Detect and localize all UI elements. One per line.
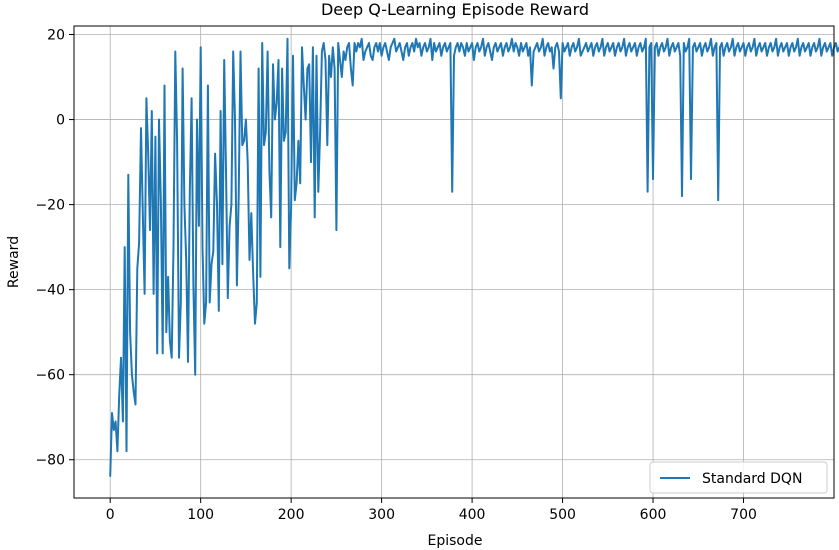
x-tick-label: 0 <box>106 507 115 523</box>
series-line-standard-dqn <box>109 37 839 477</box>
chart-title: Deep Q-Learning Episode Reward <box>321 0 589 19</box>
x-tick-label: 600 <box>640 507 667 523</box>
y-tick-label: −60 <box>35 368 65 384</box>
y-tick-label: 0 <box>56 113 65 129</box>
plot-frame <box>73 25 835 499</box>
y-axis-ticks: −80 −60 −40 −20 0 20 <box>35 28 74 469</box>
y-tick-label: −80 <box>35 453 65 469</box>
y-tick-label: −40 <box>35 283 65 299</box>
legend: Standard DQN <box>649 461 828 494</box>
y-axis-label: Reward <box>6 236 22 288</box>
y-tick-label: 20 <box>47 28 65 44</box>
x-tick-label: 300 <box>368 507 395 523</box>
legend-label-standard-dqn: Standard DQN <box>702 471 802 487</box>
x-axis-ticks: 0 100 200 300 400 500 600 700 <box>106 498 757 523</box>
x-tick-label: 100 <box>187 507 214 523</box>
x-tick-label: 400 <box>459 507 486 523</box>
legend-box <box>649 461 828 494</box>
x-tick-label: 200 <box>278 507 305 523</box>
x-tick-label: 500 <box>549 507 576 523</box>
x-axis-label: Episode <box>428 533 483 549</box>
x-tick-label: 700 <box>730 507 757 523</box>
y-tick-label: −20 <box>35 198 65 214</box>
